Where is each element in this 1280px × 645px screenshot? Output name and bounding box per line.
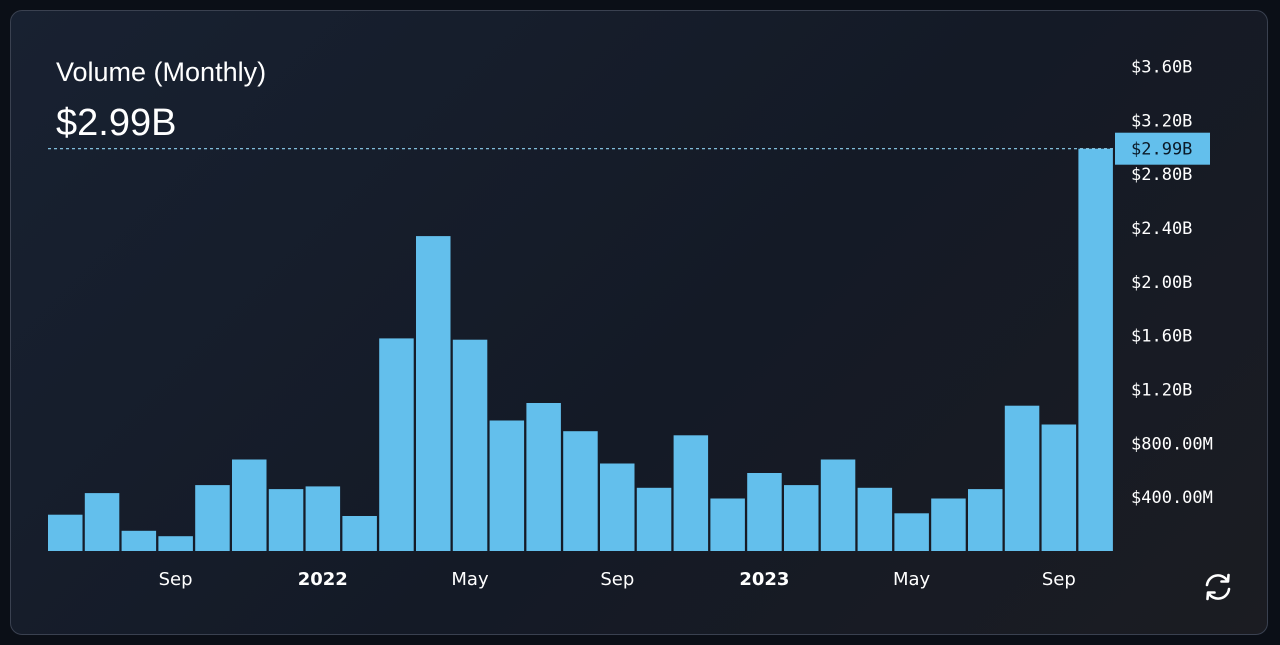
bar-25[interactable] [968, 489, 1003, 551]
y-tick-label: $2.00B [1131, 273, 1192, 293]
bar-12[interactable] [489, 420, 525, 552]
bar-20[interactable] [784, 485, 819, 551]
bar-4[interactable] [195, 485, 230, 551]
current-value: $2.99B [56, 102, 177, 144]
bar-11[interactable] [452, 339, 488, 551]
x-tick-label: Sep [1042, 569, 1076, 590]
y-tick-label: $2.80B [1131, 165, 1192, 185]
bar-10[interactable] [416, 236, 451, 551]
bar-1[interactable] [84, 493, 120, 551]
y-tick-label: $3.20B [1131, 111, 1192, 131]
bar-24[interactable] [931, 498, 966, 552]
bar-15[interactable] [600, 463, 635, 552]
bar-18[interactable] [710, 498, 745, 552]
bar-2[interactable] [121, 530, 157, 551]
bar-23[interactable] [894, 513, 929, 551]
refresh-icon [1205, 573, 1231, 601]
bars-group [48, 148, 1113, 552]
bar-22[interactable] [857, 487, 893, 551]
bar-7[interactable] [305, 486, 341, 551]
bar-27[interactable] [1041, 424, 1077, 552]
bar-17[interactable] [673, 435, 709, 551]
bar-13[interactable] [526, 403, 561, 551]
last-value-label-bg [1115, 132, 1210, 165]
y-tick-label: $400.00M [1131, 488, 1213, 508]
bar-3[interactable] [158, 536, 193, 551]
y-axis-ticks: $400.00M $800.00M $1.20B $1.60B $2.00B $2.40B… [1131, 58, 1213, 509]
x-tick-label: 2022 [298, 569, 348, 590]
x-tick-label: May [893, 569, 931, 590]
y-tick-label: $3.60B [1131, 58, 1192, 78]
refresh-button[interactable] [1200, 569, 1236, 605]
y-tick-label: $1.60B [1131, 327, 1192, 347]
x-tick-label: 2023 [739, 569, 789, 590]
last-value-label-text: $2.99B [1131, 140, 1192, 160]
bar-6[interactable] [268, 489, 304, 551]
bar-19[interactable] [747, 473, 782, 551]
bar-0[interactable] [48, 514, 83, 551]
x-tick-label: Sep [159, 569, 193, 590]
bar-9[interactable] [379, 338, 414, 551]
bar-21[interactable] [820, 459, 856, 552]
x-axis-ticks: Sep 2022 May Sep 2023 May Sep [159, 569, 1076, 590]
x-tick-label: Sep [600, 569, 634, 590]
y-tick-label: $1.20B [1131, 381, 1192, 401]
bar-28[interactable] [1078, 148, 1113, 551]
bar-5[interactable] [232, 459, 267, 552]
bar-14[interactable] [563, 431, 598, 551]
bar-26[interactable] [1004, 405, 1040, 551]
bar-8[interactable] [342, 516, 377, 551]
chart-title: Volume (Monthly) [56, 57, 267, 87]
y-tick-label: $800.00M [1131, 434, 1213, 454]
bar-16[interactable] [636, 487, 672, 551]
last-value-label: $2.99B [1115, 132, 1210, 165]
y-tick-label: $2.40B [1131, 219, 1192, 239]
x-tick-label: May [451, 569, 489, 590]
